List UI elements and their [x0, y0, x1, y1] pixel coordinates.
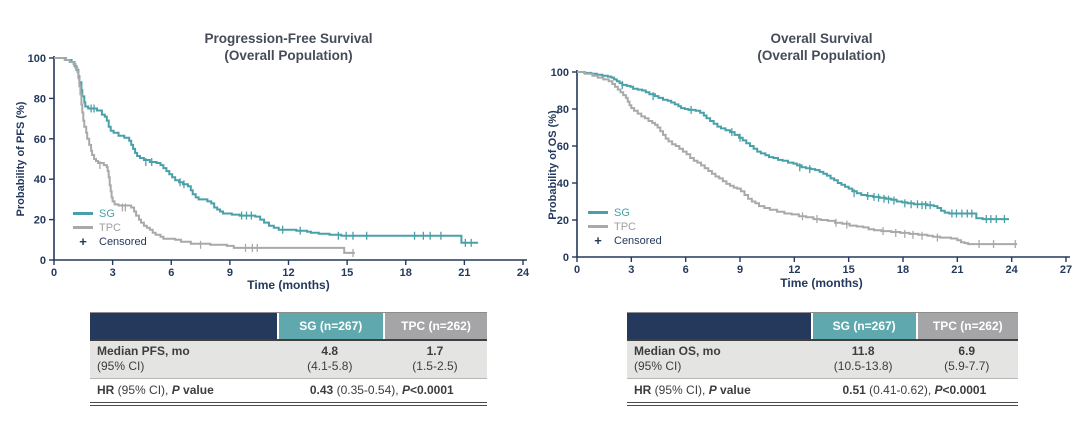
median-row: Median OS, mo (95% CI) 11.8 (10.5-13.8) … — [627, 339, 1018, 378]
hr-row: HR (95% CI), P value 0.43 (0.35-0.54), P… — [90, 378, 487, 406]
svg-text:0: 0 — [40, 255, 46, 267]
sg-line-swatch — [73, 212, 93, 215]
tpc-legend-label: TPC — [614, 220, 636, 233]
table-header-row: SG (n=267) TPC (n=262) — [90, 313, 487, 339]
censored-legend-label: Censored — [614, 234, 662, 247]
header-blank-cell — [90, 313, 277, 339]
tpc-legend-label: TPC — [99, 221, 121, 234]
legend-item-tpc: TPC — [588, 220, 662, 233]
svg-text:21: 21 — [458, 267, 470, 279]
svg-text:12: 12 — [788, 264, 800, 276]
svg-text:6: 6 — [168, 267, 174, 279]
median-row: Median PFS, mo (95% CI) 4.8 (4.1-5.8) 1.… — [90, 339, 487, 378]
svg-text:9: 9 — [227, 267, 233, 279]
pfs-x-axis-label: Time (months) — [247, 278, 330, 292]
hr-row-label: HR (95% CI), P value — [97, 383, 214, 397]
hr-row-label: HR (95% CI), P value — [634, 383, 751, 397]
svg-text:6: 6 — [683, 264, 689, 276]
legend-item-sg: SG — [73, 207, 147, 220]
header-sg-cell: SG (n=267) — [276, 313, 383, 339]
median-sg-cell: 11.8 (10.5-13.8) — [833, 344, 893, 373]
svg-text:27: 27 — [1060, 264, 1072, 276]
pfs-title-line1: Progression-Free Survival — [204, 31, 373, 46]
svg-text:100: 100 — [28, 53, 46, 65]
svg-text:60: 60 — [34, 134, 46, 146]
svg-text:18: 18 — [400, 267, 412, 279]
os-chart-title: Overall Survival (Overall Population) — [577, 30, 1066, 64]
svg-text:15: 15 — [843, 264, 855, 276]
pfs-chart-title: Progression-Free Survival (Overall Popul… — [54, 30, 523, 64]
hr-value-cell: 0.51 (0.41-0.62), P<0.0001 — [842, 383, 987, 397]
censored-plus-icon: + — [79, 233, 87, 249]
svg-text:80: 80 — [557, 104, 569, 116]
svg-text:9: 9 — [737, 264, 743, 276]
os-legend: SG TPC + Censored — [588, 206, 662, 247]
header-blank-cell — [627, 313, 811, 339]
svg-text:21: 21 — [951, 264, 963, 276]
pfs-summary-table: SG (n=267) TPC (n=262) Median PFS, mo (9… — [90, 312, 487, 406]
svg-text:60: 60 — [557, 141, 569, 153]
svg-text:100: 100 — [551, 67, 569, 79]
median-sg-cell: 4.8 (4.1-5.8) — [307, 344, 353, 373]
svg-text:40: 40 — [34, 174, 46, 186]
os-summary-table: SG (n=267) TPC (n=262) Median OS, mo (95… — [627, 312, 1018, 406]
svg-text:40: 40 — [557, 178, 569, 190]
os-title-line1: Overall Survival — [770, 31, 873, 46]
sg-legend-label: SG — [614, 206, 630, 219]
svg-text:20: 20 — [34, 215, 46, 227]
median-tpc-cell: 1.7 (1.5-2.5) — [412, 344, 458, 373]
tpc-line-swatch — [73, 226, 93, 229]
censored-plus-icon: + — [594, 232, 602, 248]
pfs-chart-panel: Progression-Free Survival (Overall Popul… — [0, 0, 540, 300]
svg-text:0: 0 — [51, 267, 57, 279]
legend-item-censored: + Censored — [73, 235, 147, 248]
tpc-line-swatch — [588, 225, 608, 228]
svg-text:0: 0 — [563, 252, 569, 264]
sg-line-swatch — [588, 211, 608, 214]
header-sg-cell: SG (n=267) — [810, 313, 916, 339]
svg-text:80: 80 — [34, 93, 46, 105]
svg-text:0: 0 — [574, 264, 580, 276]
svg-text:15: 15 — [341, 267, 353, 279]
svg-text:20: 20 — [557, 215, 569, 227]
svg-text:18: 18 — [897, 264, 909, 276]
hr-row: HR (95% CI), P value 0.51 (0.41-0.62), P… — [627, 378, 1018, 406]
hr-value-cell: 0.43 (0.35-0.54), P<0.0001 — [309, 383, 454, 397]
os-title-line2: (Overall Population) — [757, 48, 886, 63]
legend-item-censored: + Censored — [588, 234, 662, 247]
svg-text:24: 24 — [1006, 264, 1019, 276]
legend-item-sg: SG — [588, 206, 662, 219]
os-chart-panel: Overall Survival (Overall Population) Pr… — [540, 0, 1080, 300]
table-header-row: SG (n=267) TPC (n=262) — [627, 313, 1018, 339]
pfs-title-line2: (Overall Population) — [224, 48, 353, 63]
svg-text:12: 12 — [282, 267, 294, 279]
svg-text:24: 24 — [517, 267, 530, 279]
median-row-label: Median PFS, mo (95% CI) — [97, 344, 190, 373]
os-x-axis-label: Time (months) — [780, 276, 863, 290]
median-tpc-cell: 6.9 (5.9-7.7) — [944, 344, 990, 373]
header-tpc-cell: TPC (n=262) — [915, 313, 1018, 339]
pfs-legend: SG TPC + Censored — [73, 207, 147, 248]
median-row-label: Median OS, mo (95% CI) — [634, 344, 721, 373]
svg-text:3: 3 — [628, 264, 634, 276]
os-plot: 0 20 40 60 80 100 0 3 6 9 12 15 18 21 24 27 — [551, 67, 1072, 276]
svg-text:3: 3 — [110, 267, 116, 279]
sg-legend-label: SG — [99, 207, 115, 220]
pfs-plot: 0 20 40 60 80 100 0 3 6 9 12 15 18 21 24 — [28, 53, 530, 279]
legend-item-tpc: TPC — [73, 221, 147, 234]
header-tpc-cell: TPC (n=262) — [382, 313, 487, 339]
censored-legend-label: Censored — [99, 235, 147, 248]
